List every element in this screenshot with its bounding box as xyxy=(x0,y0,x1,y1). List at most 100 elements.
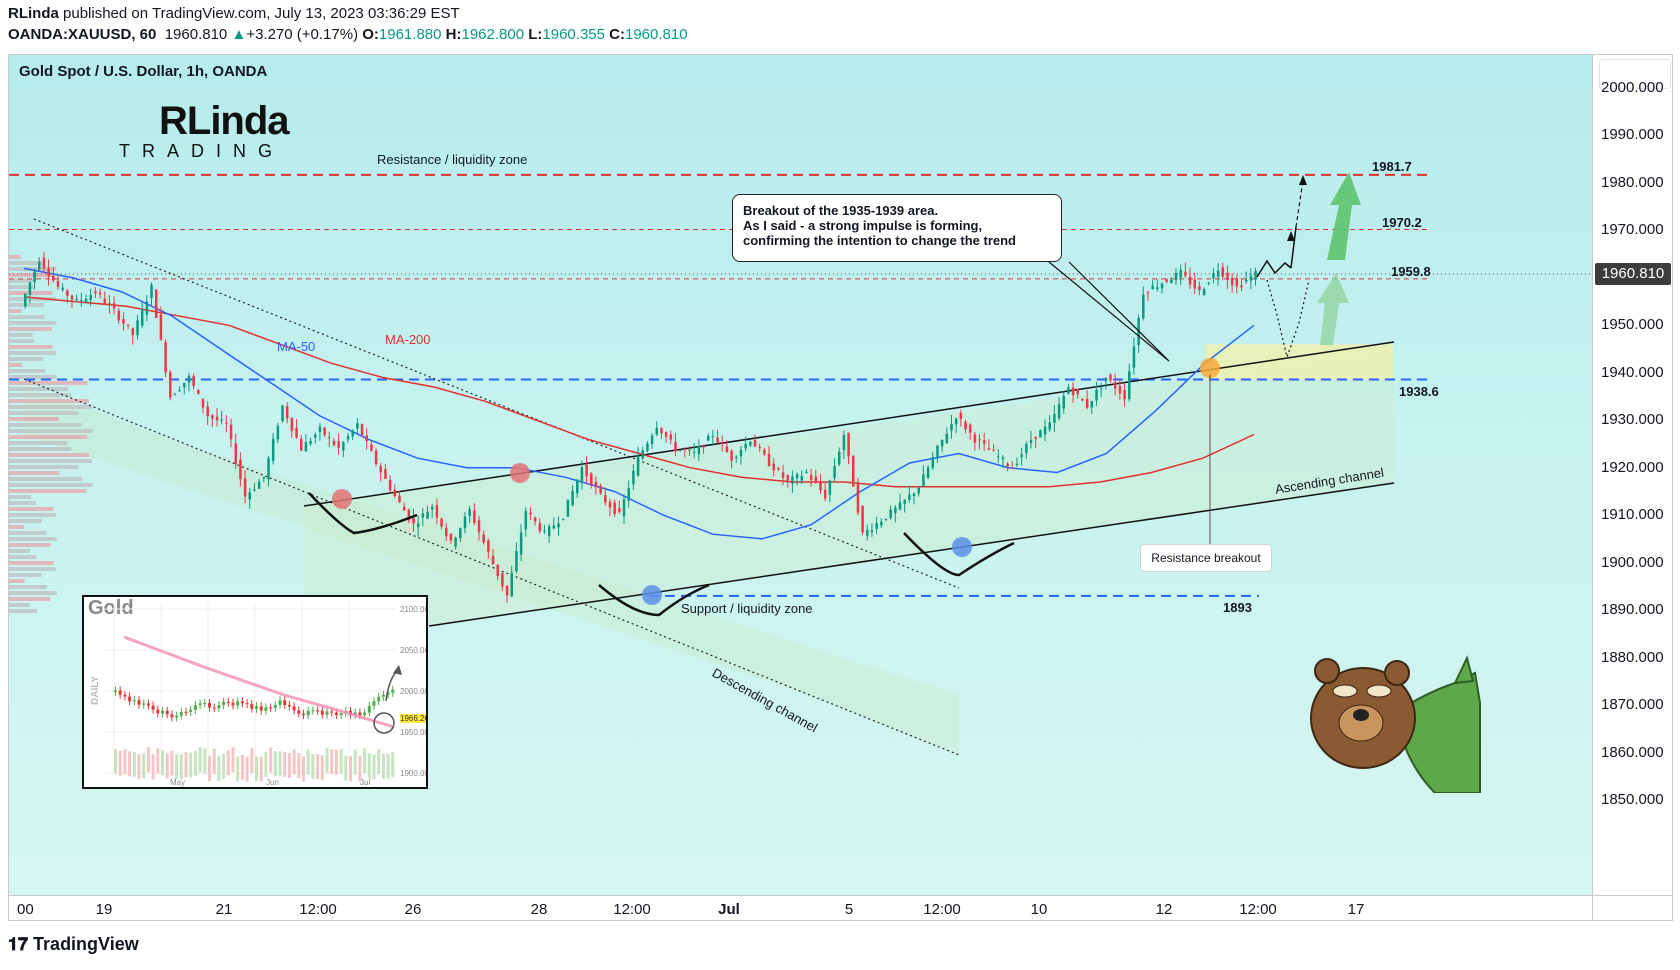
volume-profile-bar xyxy=(9,321,57,325)
candle-body xyxy=(140,309,144,326)
candle-body xyxy=(1039,430,1042,438)
candle-body xyxy=(477,520,481,533)
x-tick-label: 12:00 xyxy=(1239,901,1277,918)
inset-volume-bar xyxy=(193,750,197,776)
x-tick-label: 12 xyxy=(1155,901,1173,918)
marker-circle xyxy=(1200,358,1220,378)
candle-body xyxy=(1020,454,1023,458)
volume-profile-bar xyxy=(9,261,45,265)
candle-body xyxy=(388,479,392,491)
inset-candle-body xyxy=(259,706,263,711)
x-tick-label: 19 xyxy=(95,901,113,918)
inset-candle-body xyxy=(264,707,268,711)
candle-body xyxy=(197,390,200,394)
candle-body xyxy=(262,477,266,479)
candle-body xyxy=(538,523,542,532)
candle-body xyxy=(880,521,883,526)
candle-body xyxy=(150,284,153,299)
candle-body xyxy=(772,463,775,471)
inset-volume-bar xyxy=(302,756,305,782)
swing-curve xyxy=(903,532,1015,577)
x-tick-label: Jul xyxy=(718,901,740,918)
candle-body xyxy=(309,440,312,444)
candle-body xyxy=(922,474,925,487)
candle-body xyxy=(271,438,275,461)
candle-body xyxy=(646,443,649,451)
projection-arrowhead xyxy=(1299,175,1307,185)
green-arrow-up-light xyxy=(1317,273,1349,345)
inset-candle-body xyxy=(240,701,244,704)
volume-profile-bar xyxy=(9,279,34,283)
open-value: 1961.880 xyxy=(378,26,442,43)
candle-body xyxy=(660,428,663,434)
ma200-label: MA-200 xyxy=(385,332,431,347)
candle-body xyxy=(1029,439,1033,443)
plot-area[interactable]: Gold Spot / U.S. Dollar, 1h, OANDA RLind… xyxy=(9,55,1592,895)
tradingview-text: TradingView xyxy=(33,934,139,954)
x-tick-label: 5 xyxy=(844,901,854,918)
candle-body xyxy=(819,481,822,491)
candle-body xyxy=(524,511,528,530)
candle-body xyxy=(1118,386,1122,394)
candle-body xyxy=(94,291,97,294)
inset-xtick: Jul xyxy=(360,778,371,787)
y-tick-label: 1870.000 xyxy=(1601,696,1664,714)
candle-body xyxy=(402,506,406,511)
y-tick-label: 1880.000 xyxy=(1601,648,1664,666)
price-axis-box xyxy=(1599,59,1671,89)
inset-candle-body xyxy=(118,690,122,695)
candle-body xyxy=(61,287,64,290)
candle-body xyxy=(1184,271,1187,276)
callout-line: confirming the intention to change the t… xyxy=(743,233,1016,248)
inset-arrowhead xyxy=(393,665,402,675)
candle-body xyxy=(1216,270,1220,277)
volume-profile-bar xyxy=(9,381,88,385)
candle-body xyxy=(257,481,261,489)
candle-body xyxy=(618,508,621,512)
inset-price-tag: 1966.26 xyxy=(400,714,428,723)
inset-candle-body xyxy=(212,707,216,709)
candle-body xyxy=(557,523,560,528)
level-1959-label: 1959.8 xyxy=(1391,264,1431,279)
inset-volume-bar xyxy=(287,753,291,779)
inset-volume-bar xyxy=(377,749,381,775)
candle-body xyxy=(744,443,747,449)
inset-volume-bar xyxy=(320,755,324,781)
inset-volume-bar xyxy=(391,752,395,778)
candle-body xyxy=(201,398,205,408)
candle-body xyxy=(66,290,69,296)
volume-profile-bar xyxy=(9,411,79,415)
chart-frame: Gold Spot / U.S. Dollar, 1h, OANDA RLind… xyxy=(8,54,1673,921)
candle-body xyxy=(777,468,780,470)
candle-body xyxy=(917,487,921,494)
publish-info: RLinda published on TradingView.com, Jul… xyxy=(8,5,460,22)
candle-body xyxy=(730,450,733,461)
candle-body xyxy=(24,294,27,307)
candle-body xyxy=(356,423,359,429)
high-value: 1962.800 xyxy=(461,26,525,43)
volume-profile-bar xyxy=(9,525,25,529)
ascending-channel-lower xyxy=(428,482,1395,627)
volume-profile-bar xyxy=(9,345,53,349)
candle-body xyxy=(285,406,289,419)
price-axis[interactable]: 2000.0001990.0001980.0001970.0001960.000… xyxy=(1592,55,1672,895)
inset-ytick: 1900.00 xyxy=(400,769,428,778)
candle-body xyxy=(1235,279,1239,287)
candle-body xyxy=(997,456,1000,458)
volume-profile-bar xyxy=(9,471,60,475)
inset-volume-bar xyxy=(344,755,348,781)
candle-body xyxy=(763,449,766,455)
candle-body xyxy=(739,450,743,457)
candle-body xyxy=(627,488,630,501)
tradingview-logo[interactable]: 𝟏𝟕 TradingView xyxy=(8,934,139,955)
candle-body xyxy=(276,426,280,440)
inset-volume-bar xyxy=(353,749,357,775)
brand-logo-big: RLinda xyxy=(159,99,290,143)
time-axis[interactable]: 00 19 21 12:00 26 28 12:00 Jul 5 12:00 10 12 12:00 17 xyxy=(9,895,1592,920)
volume-profile-bar xyxy=(9,351,57,355)
volume-profile-bar xyxy=(9,267,57,271)
inset-volume-bar xyxy=(189,752,193,778)
inset-xtick: May xyxy=(170,778,186,787)
inset-candle-body xyxy=(320,710,324,715)
author-name[interactable]: RLinda xyxy=(8,5,59,22)
